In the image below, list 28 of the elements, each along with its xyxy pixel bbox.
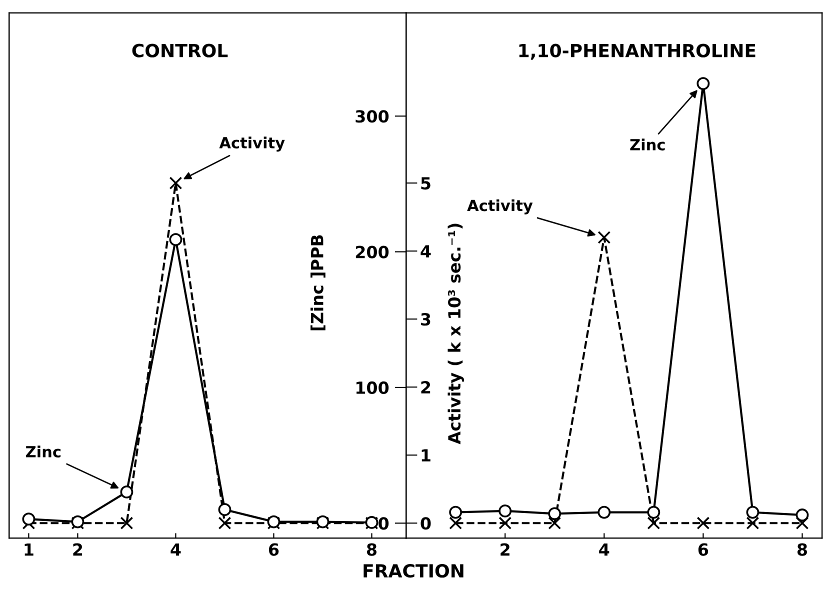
y-tick-label: 300 [356,110,389,123]
x-tick-label: 4 [170,543,181,556]
text: 1,10-PHENANTHROLINE [519,44,756,60]
y-tick-label: 100 [356,381,389,394]
y2-tick-label: 0 [420,517,431,530]
series-label: Zinc [630,138,665,150]
x-tick-label: 6 [698,543,708,556]
x-tick-label: 6 [268,543,279,556]
x-tick-label: 1 [24,543,34,556]
text: Activity [467,199,533,214]
y-tick-label: 200 [356,246,389,258]
x-axis-title: FRACTION [364,564,464,578]
text: CONTROL [132,44,228,58]
x-tick-label: 2 [73,543,82,556]
x-tick-label: 8 [797,543,807,556]
y2-axis-title: Activity ( k x 10³ sec.⁻¹) [448,224,464,444]
y-tick-label: 0 [378,517,389,530]
y2-tick-label: 5 [421,177,430,190]
text: Activity [219,136,285,152]
y-axis-title: [Zinc ]PPB [310,235,326,330]
y2-tick-label: 1 [422,449,430,462]
x-tick-label: 8 [366,543,377,556]
x-tick-label: 2 [500,543,510,556]
y2-tick-label: 3 [421,313,430,326]
x-tick-label: 4 [599,543,610,556]
y2-tick-label: 4 [420,245,431,258]
text: Zinc [26,446,60,458]
y2-tick-label: 2 [421,381,430,394]
